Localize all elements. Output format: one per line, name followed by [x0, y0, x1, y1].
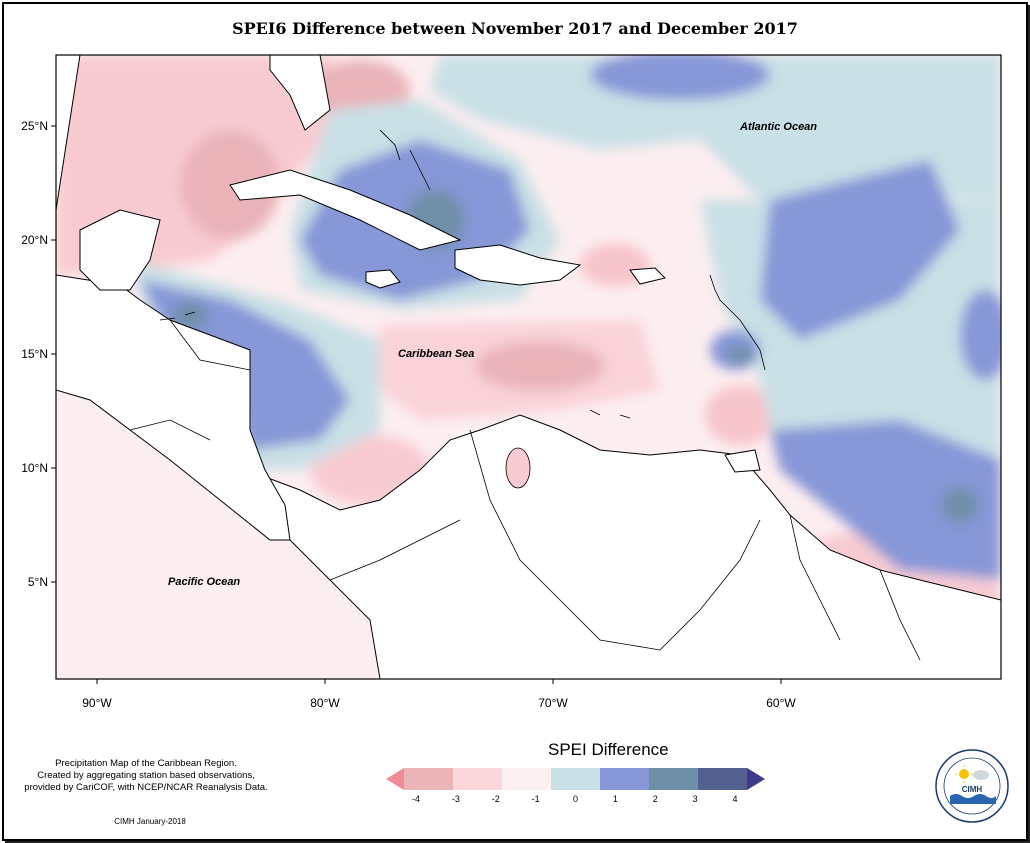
wet-peak-barbados	[728, 345, 752, 365]
land-cuba	[229, 169, 462, 251]
land-mexico	[56, 55, 81, 211]
legend-tick-label: -2	[492, 794, 500, 804]
legend-tick-label: 2	[653, 794, 658, 804]
spei-field	[56, 55, 1001, 679]
latitude-axis: 25°N 20°N 15°N 10°N 5°N	[21, 119, 56, 589]
map-title: SPEI6 Difference between November 2017 a…	[232, 19, 798, 38]
wet-core-atlantic	[760, 160, 960, 340]
dry-zone-lesser-antilles	[705, 385, 775, 445]
wet-peak-southeast	[942, 487, 978, 523]
legend-colorbar: -4 -3 -2 -1 0 1 2 3 4	[386, 768, 765, 804]
legend-tick-label: -4	[412, 794, 420, 804]
legend-swatch	[404, 768, 454, 790]
dry-core-caribbean	[475, 341, 605, 391]
description-line: Created by aggregating station based obs…	[37, 770, 255, 781]
legend-tick-label: 1	[613, 794, 618, 804]
legend-title: SPEI Difference	[548, 740, 669, 759]
lat-tick-label: 10°N	[21, 461, 48, 475]
small-islands	[159, 129, 766, 419]
description-note: Precipitation Map of the Caribbean Regio…	[6, 758, 286, 794]
land-jamaica	[365, 269, 401, 289]
land-trinidad	[724, 449, 761, 473]
legend-arrow-low	[386, 768, 404, 790]
description-line: provided by CariCOF, with NCEP/NCAR Rean…	[24, 782, 268, 793]
wet-core-southeast	[770, 420, 1001, 580]
pacific-ocean-label: Pacific Ocean	[168, 576, 240, 588]
wet-core-northeast	[590, 55, 770, 100]
lon-tick-label: 70°W	[538, 696, 568, 710]
wet-zone-north	[430, 55, 1001, 200]
legend-swatch	[453, 768, 503, 790]
country-borders	[129, 319, 921, 661]
logo-text: CIMH	[962, 785, 983, 794]
land-central-america	[56, 274, 291, 541]
legend-tick-label: 4	[732, 794, 737, 804]
legend-swatch	[649, 768, 699, 790]
lat-tick-label: 20°N	[21, 233, 48, 247]
legend-swatch	[698, 768, 748, 790]
land-florida	[269, 55, 331, 131]
land-yucatan	[79, 209, 161, 291]
description-line: Precipitation Map of the Caribbean Regio…	[55, 758, 237, 769]
land-masses	[56, 55, 1001, 679]
lon-tick-label: 60°W	[766, 696, 796, 710]
land-puerto-rico	[629, 267, 666, 285]
legend-tick-label: -3	[452, 794, 460, 804]
map-border	[55, 54, 1002, 680]
credit-note: CIMH January-2018	[114, 817, 186, 826]
lat-tick-label: 5°N	[28, 575, 48, 589]
legend-tick-label: -1	[532, 794, 540, 804]
legend-swatch	[600, 768, 650, 790]
cimh-logo: CIMH	[935, 749, 1009, 823]
lat-tick-label: 25°N	[21, 119, 48, 133]
longitude-axis: 90°W 80°W 70°W 60°W	[82, 679, 796, 710]
legend-swatch	[502, 768, 552, 790]
lon-tick-label: 90°W	[82, 696, 112, 710]
dry-zone-hispaniola	[580, 243, 650, 287]
legend-arrow-high	[747, 768, 765, 790]
caribbean-sea-label: Caribbean Sea	[398, 348, 474, 360]
legend-swatch	[551, 768, 601, 790]
wet-core-east-edge	[960, 290, 1001, 380]
lake-maracaibo	[505, 447, 531, 489]
atlantic-ocean-label: Atlantic Ocean	[739, 121, 817, 133]
legend-tick-label: 3	[693, 794, 698, 804]
wet-peak-honduras	[172, 301, 208, 329]
land-south-america	[259, 414, 1001, 679]
lat-tick-label: 15°N	[21, 347, 48, 361]
legend-tick-label: 0	[573, 794, 578, 804]
lon-tick-label: 80°W	[310, 696, 340, 710]
land-hispaniola	[454, 244, 582, 286]
